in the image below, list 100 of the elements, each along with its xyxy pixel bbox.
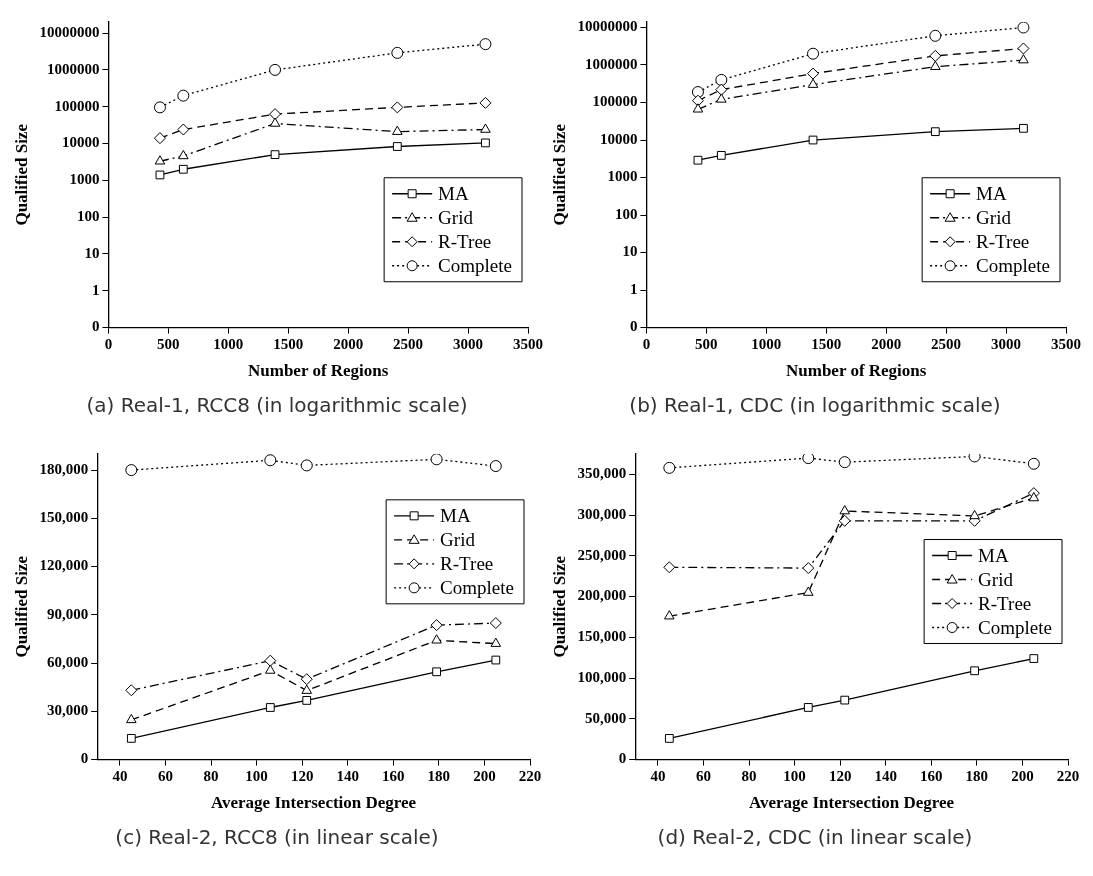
point — [302, 696, 312, 705]
point — [838, 456, 851, 469]
y-tick-label: 150,000 — [577, 628, 627, 645]
point — [715, 73, 728, 86]
legend-label: Complete — [976, 254, 1051, 276]
point — [300, 459, 313, 472]
x-tick-label: 1500 — [273, 336, 304, 353]
y-tick-label: 100 — [76, 208, 100, 225]
y-tick-label: 0 — [629, 318, 638, 335]
point — [803, 586, 814, 596]
point — [840, 695, 850, 705]
x-axis-title: Average Intersection Degree — [748, 793, 955, 813]
point — [265, 664, 276, 674]
point — [1019, 123, 1028, 133]
point — [177, 89, 190, 102]
point — [930, 127, 940, 137]
point — [839, 505, 850, 515]
x-tick-label: 500 — [695, 336, 718, 353]
text: (c) Real-2, RCC8 (in linear scale) — [115, 824, 439, 851]
point — [715, 83, 728, 96]
y-tick-label: 120,000 — [39, 557, 89, 574]
y-tick-label: 1 — [629, 280, 638, 297]
point — [489, 460, 502, 473]
x-tick-label: 2500 — [931, 336, 962, 353]
x-tick-label: 500 — [157, 336, 180, 353]
y-tick-label: 0 — [91, 318, 100, 335]
x-tick-label: 1000 — [213, 336, 244, 353]
point — [479, 38, 492, 51]
point — [431, 634, 442, 644]
legend-label: R-Tree — [440, 552, 494, 574]
x-axis-title: Number of Regions — [785, 361, 927, 381]
y-tick-label: 90,000 — [46, 605, 89, 622]
x-tick-label: 180 — [965, 768, 989, 785]
y-tick-label: 10 — [622, 243, 638, 260]
legend-label: MA — [440, 504, 472, 526]
point — [802, 454, 815, 465]
point — [153, 101, 166, 114]
x-tick-label: 0 — [642, 336, 651, 353]
point — [693, 155, 703, 165]
y-tick-label: 300,000 — [577, 505, 627, 522]
y-axis-title: Qualified Size — [11, 555, 31, 658]
point — [392, 125, 403, 135]
y-tick-label: 10 — [84, 244, 100, 261]
legend-label: MA — [438, 182, 470, 204]
point — [663, 461, 676, 474]
point — [269, 108, 282, 121]
point — [155, 170, 165, 180]
point — [392, 142, 402, 151]
y-tick-label: 0 — [80, 750, 89, 767]
x-tick-label: 120 — [828, 768, 852, 785]
y-tick-label: 10000 — [61, 134, 100, 151]
legend-label: Grid — [978, 568, 1014, 590]
legend-label: Grid — [438, 206, 474, 228]
y-axis-title: Qualified Size — [11, 123, 31, 226]
x-tick-label: 0 — [104, 336, 113, 353]
point — [1018, 54, 1029, 64]
text: (a) Real-1, RCC8 (in logarithmic scale) — [86, 392, 468, 419]
point — [929, 49, 942, 62]
y-tick-label: 1 — [91, 281, 100, 298]
x-tick-label: 220 — [1056, 768, 1080, 785]
y-tick-label: 10000000 — [39, 23, 100, 40]
point — [1027, 457, 1040, 470]
legend-label: MA — [976, 182, 1008, 204]
text: (d) Real-2, CDC (in linear scale) — [657, 824, 973, 851]
point — [491, 655, 501, 665]
point — [177, 123, 190, 136]
point — [264, 454, 277, 467]
x-tick-label: 200 — [473, 768, 496, 785]
point — [1017, 42, 1030, 55]
point — [663, 561, 676, 574]
legend-label: MA — [978, 544, 1010, 566]
point — [479, 96, 492, 109]
x-axis-title: Number of Regions — [247, 361, 389, 381]
y-tick-label: 150,000 — [39, 509, 89, 526]
y-tick-label: 350,000 — [577, 465, 627, 482]
point — [430, 454, 443, 466]
point — [970, 666, 979, 676]
point — [178, 149, 189, 160]
y-tick-label: 100 — [614, 205, 638, 222]
y-tick-label: 200,000 — [577, 587, 627, 604]
x-tick-label: 40 — [112, 768, 128, 785]
y-tick-label: 0 — [618, 750, 627, 767]
point — [803, 703, 813, 712]
point — [480, 123, 491, 133]
point — [481, 138, 490, 148]
point — [802, 562, 815, 575]
x-tick-label: 1000 — [751, 336, 782, 353]
point — [270, 150, 280, 159]
x-tick-label: 2000 — [333, 336, 364, 353]
y-tick-label: 1000000 — [46, 60, 100, 77]
point — [153, 132, 166, 145]
point — [1029, 654, 1039, 663]
point — [716, 150, 726, 160]
x-axis-title: Average Intersection Degree — [210, 793, 417, 813]
point — [930, 60, 941, 70]
y-axis-title: Qualified Size — [549, 555, 569, 658]
y-tick-label: 100,000 — [577, 668, 627, 685]
x-tick-label: 40 — [650, 768, 666, 785]
point — [716, 93, 727, 103]
point — [178, 164, 188, 174]
